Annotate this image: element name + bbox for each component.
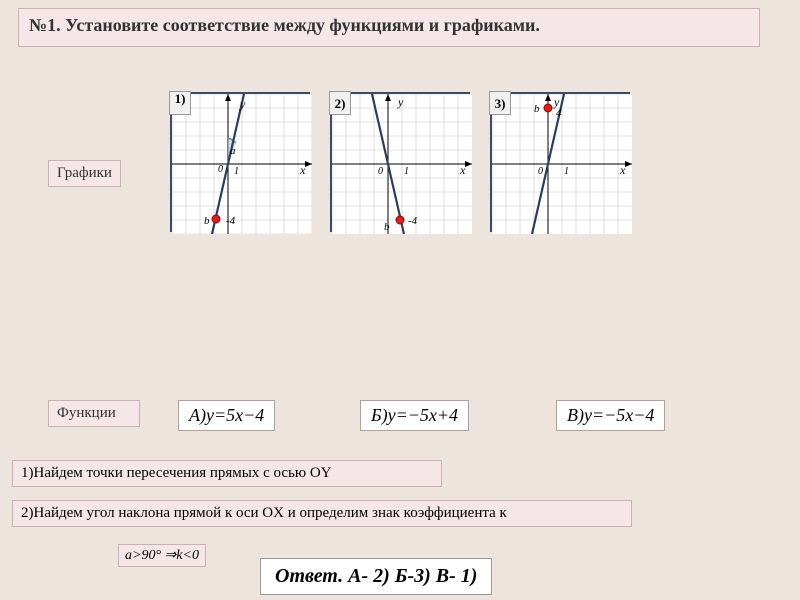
- svg-text:y: y: [397, 95, 404, 109]
- svg-text:b: b: [204, 215, 210, 227]
- svg-text:1: 1: [404, 166, 409, 177]
- svg-text:b: b: [384, 221, 390, 233]
- hint-1: 1)Найдем точки пересечения прямых с осью…: [12, 460, 442, 487]
- svg-text:1: 1: [234, 166, 239, 177]
- svg-text:4: 4: [556, 107, 562, 119]
- formula-c-letter: В): [567, 405, 584, 425]
- svg-text:-4: -4: [408, 215, 418, 227]
- graphs-label: Графики: [48, 160, 121, 187]
- svg-text:b: b: [534, 103, 540, 115]
- functions-label: Функции: [48, 400, 140, 427]
- svg-text:x: x: [619, 163, 626, 177]
- graph-3: 3) y x 0 1 4 b: [490, 92, 630, 232]
- graph-2-svg: y x 0 1 -4 b: [332, 94, 472, 234]
- graph-1-svg: y x 0 1 a -4 b: [172, 94, 312, 234]
- svg-text:y: y: [239, 97, 246, 111]
- svg-text:x: x: [459, 163, 466, 177]
- graph-1: 1) y x 0 1 a -4 b: [170, 92, 310, 232]
- formula-c: В)y=−5x−4: [556, 400, 665, 431]
- answer: Ответ. А- 2) Б-3) В- 1): [260, 558, 492, 595]
- formula-b: Б)y=−5x+4: [360, 400, 469, 431]
- task-title: №1. Установите соответствие между функци…: [18, 8, 760, 47]
- hint-2: 2)Найдем угол наклона прямой к оси OX и …: [12, 500, 632, 527]
- graph-2-number: 2): [329, 91, 351, 115]
- svg-text:1: 1: [564, 166, 569, 177]
- formula-a-letter: А): [189, 405, 206, 425]
- formula-a: А)y=5x−4: [178, 400, 275, 431]
- formula-a-expr: y=5x−4: [206, 405, 264, 425]
- formula-b-expr: y=−5x+4: [388, 405, 458, 425]
- graph-2: 2) y x 0 1 -4 b: [330, 92, 470, 232]
- svg-text:a: a: [230, 145, 236, 157]
- graph-3-number: 3): [489, 91, 511, 115]
- graph-1-number: 1): [169, 91, 191, 115]
- svg-text:0: 0: [218, 164, 223, 175]
- formula-b-letter: Б): [371, 405, 388, 425]
- angle-formula: a>90° ⇒k<0: [118, 544, 206, 567]
- svg-text:-4: -4: [226, 215, 236, 227]
- formula-c-expr: y=−5x−4: [584, 405, 654, 425]
- svg-text:0: 0: [538, 166, 543, 177]
- svg-text:0: 0: [378, 166, 383, 177]
- svg-text:x: x: [299, 163, 306, 177]
- graph-3-svg: y x 0 1 4 b: [492, 94, 632, 234]
